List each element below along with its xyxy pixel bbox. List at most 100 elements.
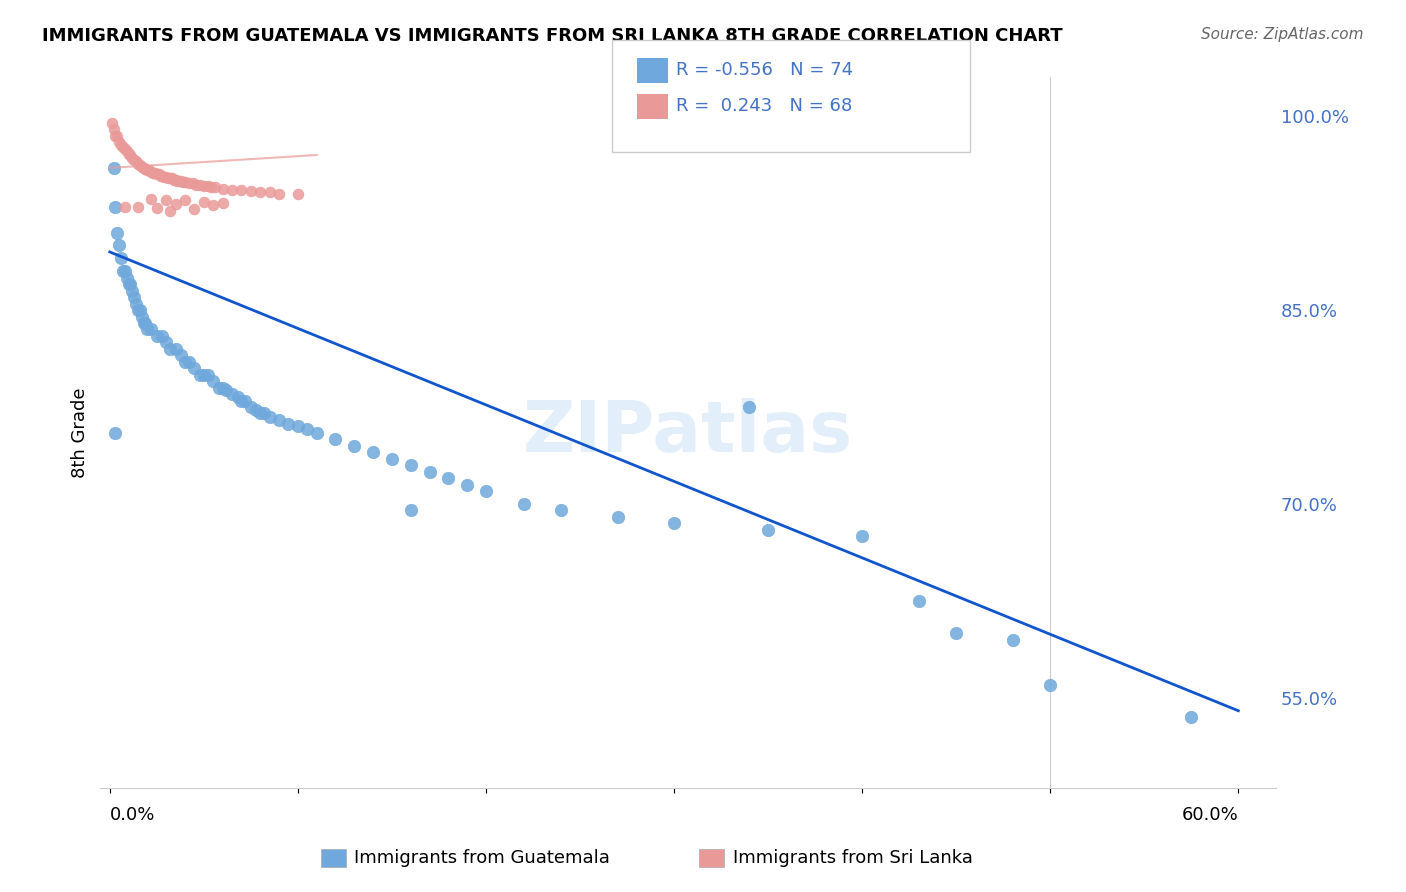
Point	[152, 329, 174, 343]
Text: 0.0%: 0.0%	[110, 806, 155, 824]
Point	[148, 167, 170, 181]
Point	[117, 146, 139, 161]
Point	[305, 425, 328, 440]
Point	[153, 169, 176, 184]
Point	[169, 174, 191, 188]
Point	[127, 200, 149, 214]
Point	[159, 342, 181, 356]
Point	[343, 439, 366, 453]
Point	[165, 197, 187, 211]
Point	[183, 361, 205, 376]
Point	[208, 381, 231, 395]
Point	[202, 374, 225, 388]
Point	[259, 186, 281, 200]
Point	[132, 316, 155, 330]
Point	[606, 509, 628, 524]
Point	[211, 381, 233, 395]
Point	[193, 179, 215, 194]
Point	[177, 355, 200, 369]
Point	[245, 402, 267, 417]
Point	[128, 303, 150, 318]
Point	[226, 390, 249, 404]
Text: 60.0%: 60.0%	[1181, 806, 1239, 824]
Point	[138, 163, 160, 178]
Point	[197, 179, 219, 194]
Point	[399, 458, 422, 473]
Point	[136, 322, 159, 336]
Point	[170, 348, 193, 362]
Point	[475, 483, 498, 498]
Point	[907, 594, 929, 608]
Point	[122, 290, 145, 304]
Point	[249, 186, 271, 200]
Point	[381, 451, 404, 466]
Y-axis label: 8th Grade: 8th Grade	[72, 388, 89, 478]
Point	[159, 171, 181, 186]
Point	[188, 178, 211, 192]
Point	[157, 171, 180, 186]
Point	[100, 116, 122, 130]
Point	[297, 422, 319, 436]
Point	[239, 400, 262, 414]
Point	[160, 171, 183, 186]
Point	[204, 180, 226, 194]
Point	[267, 186, 290, 201]
Point	[104, 200, 127, 214]
Text: Source: ZipAtlas.com: Source: ZipAtlas.com	[1201, 27, 1364, 42]
Point	[456, 477, 478, 491]
Point	[170, 174, 193, 188]
Point	[188, 368, 211, 382]
Point	[134, 316, 156, 330]
Point	[131, 160, 153, 174]
Point	[177, 177, 200, 191]
Point	[183, 202, 205, 217]
Point	[120, 277, 142, 292]
Point	[277, 417, 299, 431]
Point	[361, 445, 384, 459]
Point	[108, 135, 131, 149]
Point	[249, 407, 271, 421]
Point	[945, 626, 967, 640]
Text: R = -0.556   N = 74: R = -0.556 N = 74	[676, 62, 853, 79]
Point	[172, 175, 194, 189]
Point	[117, 277, 139, 292]
Point	[155, 169, 177, 184]
Point	[197, 368, 219, 382]
Point	[1180, 710, 1202, 724]
Point	[267, 413, 290, 427]
Point	[114, 200, 136, 214]
Point	[325, 433, 347, 447]
Point	[110, 137, 132, 152]
Point	[115, 270, 138, 285]
Point	[132, 161, 155, 175]
Point	[131, 310, 153, 324]
Point	[166, 174, 188, 188]
Point	[287, 186, 309, 201]
Point	[127, 157, 149, 171]
Point	[155, 335, 177, 350]
Point	[103, 122, 125, 136]
Point	[174, 193, 197, 207]
Point	[146, 329, 169, 343]
Point	[221, 183, 243, 197]
Point	[134, 162, 156, 177]
Point	[1001, 632, 1024, 647]
Point	[1039, 678, 1062, 692]
Point	[152, 169, 174, 183]
Point	[125, 154, 148, 169]
Point	[193, 368, 215, 382]
Point	[115, 144, 138, 158]
Point	[221, 387, 243, 401]
Point	[142, 166, 165, 180]
Point	[239, 184, 262, 198]
Point	[193, 194, 215, 209]
Point	[174, 175, 197, 189]
Point	[104, 128, 127, 143]
Text: Immigrants from Sri Lanka: Immigrants from Sri Lanka	[733, 849, 973, 867]
Point	[121, 151, 143, 165]
Point	[231, 393, 253, 408]
Point	[159, 203, 181, 218]
Point	[146, 201, 169, 215]
Point	[163, 172, 186, 186]
Point	[121, 284, 143, 298]
